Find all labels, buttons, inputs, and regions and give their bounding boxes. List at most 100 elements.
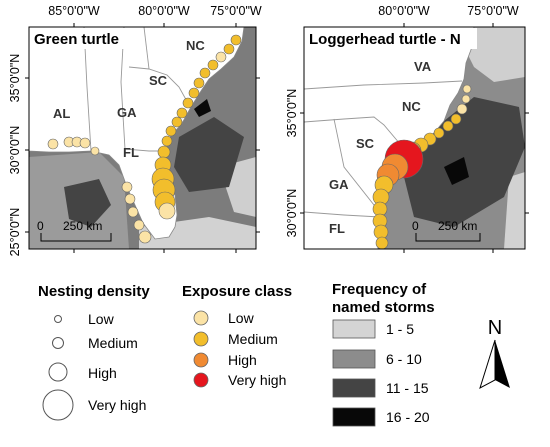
state-label: VA xyxy=(414,59,432,74)
lat-tick-label: 30°0'0"N xyxy=(8,126,22,175)
nesting-point xyxy=(230,34,242,46)
nesting-point xyxy=(124,193,136,205)
scale-bar-zero: 0 xyxy=(412,219,419,233)
legend-item-label: Low xyxy=(88,311,115,327)
panel-title: Green turtle xyxy=(34,31,119,48)
nesting-point xyxy=(127,206,139,218)
nesting-point xyxy=(188,87,200,99)
lon-tick-label: 85°0'0"W xyxy=(48,4,100,18)
state-label: AL xyxy=(53,106,70,121)
lat-tick-label: 30°0'0"N xyxy=(285,189,299,238)
nesting-size-symbol xyxy=(48,362,68,382)
map-ticks xyxy=(300,23,529,253)
nesting-point xyxy=(133,219,145,231)
nesting-point xyxy=(182,97,194,109)
scale-bar: 0 250 km xyxy=(412,219,481,242)
scale-bar-zero: 0 xyxy=(37,219,44,233)
nesting-point xyxy=(456,103,468,115)
land-area xyxy=(29,27,245,240)
legend-item-label: High xyxy=(228,352,257,368)
lat-tick-label: 35°0'0"N xyxy=(8,54,22,103)
nesting-point xyxy=(165,125,177,137)
exposure-swatch-high xyxy=(193,352,209,368)
storm-zone-1-5 xyxy=(504,172,525,249)
storm-zone-11-15 xyxy=(64,179,111,227)
storm-zone-11-15 xyxy=(174,117,244,192)
nesting-point xyxy=(138,230,152,244)
legend-item-label: High xyxy=(88,365,117,381)
exposure-class-legend: Exposure class Low Medium High Very high xyxy=(182,283,292,388)
nesting-points xyxy=(372,84,472,249)
storm-frequency-legend: Frequency of named storms 1 - 5 6 - 10 1… xyxy=(332,281,435,427)
legend-title: named storms xyxy=(332,299,435,316)
scale-bar-label: 250 km xyxy=(63,219,102,233)
nesting-point xyxy=(176,107,188,119)
legend-item-label: Very high xyxy=(228,372,286,388)
right-map-figure: 80°0'0"W 75°0'0"W 35°0'0"N 30°0'0"N xyxy=(285,4,529,253)
storm-swatch xyxy=(332,319,376,339)
state-label: FL xyxy=(123,145,139,160)
legend-area: Nesting density Low Medium High Very hig… xyxy=(38,281,510,427)
nesting-point xyxy=(223,43,235,55)
legend-title: Frequency of xyxy=(332,281,427,298)
lat-tick-label: 35°0'0"N xyxy=(285,89,299,138)
nesting-point xyxy=(121,181,133,193)
nesting-point xyxy=(450,113,462,125)
nesting-point xyxy=(461,94,471,104)
nesting-size-symbol xyxy=(52,337,64,349)
left-map-figure: 85°0'0"W 80°0'0"W 75°0'0"W 35°0'0"N 30°0… xyxy=(8,4,262,257)
storm-swatch xyxy=(332,349,376,369)
nesting-size-symbol xyxy=(54,315,62,323)
left-map-frame xyxy=(29,27,256,249)
right-map-border xyxy=(303,26,526,250)
lon-tick-label: 75°0'0"W xyxy=(467,4,519,18)
left-map-border xyxy=(28,26,257,250)
legend-item-label: 6 - 10 xyxy=(386,351,422,367)
lon-tick-label: 75°0'0"W xyxy=(210,4,262,18)
north-arrow-label: N xyxy=(488,317,502,339)
exposure-swatch-low xyxy=(193,310,209,326)
legend-item-label: Medium xyxy=(228,331,278,347)
legend-item-label: 16 - 20 xyxy=(386,409,430,425)
legend-item-label: Medium xyxy=(88,335,138,351)
state-label: SC xyxy=(149,73,168,88)
state-label: SC xyxy=(356,136,375,151)
nesting-point xyxy=(193,77,205,89)
storm-zone-16-20 xyxy=(444,157,469,185)
scale-bar: 0 250 km xyxy=(37,219,112,242)
state-label: NC xyxy=(402,99,421,114)
nesting-points xyxy=(47,34,242,244)
scale-bar-label: 250 km xyxy=(438,219,477,233)
panel-title: Loggerhead turtle - N xyxy=(309,31,461,48)
nesting-point xyxy=(47,138,59,150)
nesting-density-legend: Nesting density Low Medium High Very hig… xyxy=(38,283,150,421)
storm-zone-16-20 xyxy=(194,99,211,117)
nesting-point xyxy=(375,236,389,249)
nesting-point xyxy=(462,84,472,94)
panel-title-box xyxy=(305,28,477,49)
legend-title: Exposure class xyxy=(182,283,292,300)
right-map-frame xyxy=(304,27,525,249)
state-label: GA xyxy=(329,177,349,192)
storm-swatch xyxy=(332,378,376,398)
state-label: NC xyxy=(186,38,205,53)
legend-item-label: Low xyxy=(228,310,255,326)
legend-title: Nesting density xyxy=(38,283,150,300)
nesting-point xyxy=(207,59,219,71)
panel-title-box xyxy=(30,28,134,49)
nesting-point xyxy=(442,120,454,132)
map-ticks xyxy=(25,23,260,253)
legend-item-label: 11 - 15 xyxy=(386,380,429,396)
state-label: GA xyxy=(117,105,137,120)
nesting-point xyxy=(157,145,171,159)
lat-tick-label: 25°0'0"N xyxy=(8,208,22,257)
nesting-point xyxy=(199,67,211,79)
nesting-point xyxy=(171,116,183,128)
lon-tick-label: 80°0'0"W xyxy=(378,4,430,18)
nesting-point xyxy=(79,137,91,149)
nesting-size-symbol xyxy=(42,389,74,421)
exposure-swatch-medium xyxy=(193,331,209,347)
nesting-point xyxy=(161,135,173,147)
nesting-point xyxy=(433,127,445,139)
exposure-swatch-very-high xyxy=(193,372,209,388)
